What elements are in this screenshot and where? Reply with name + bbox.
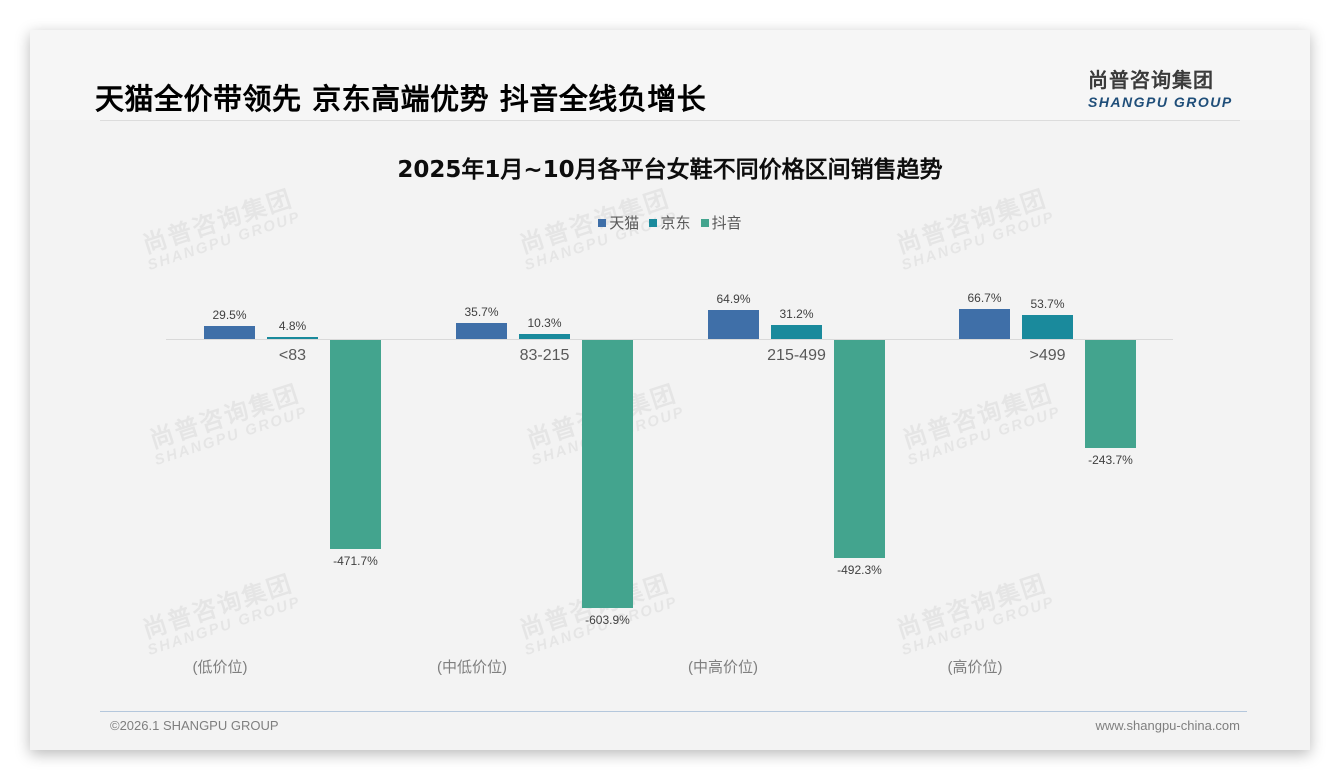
data-label: 64.9% [716, 292, 751, 307]
bar-douyin [1085, 340, 1136, 449]
bar-jd [267, 336, 318, 339]
data-label: -471.7% [333, 554, 378, 569]
bar-douyin [330, 340, 381, 550]
chart-plot-area: 29.5% 4.8% -471.7% <83 (低价位) 35.7% 10.3% -603.9… [30, 30, 1310, 750]
bar-douyin [834, 340, 885, 559]
bar-tmall [456, 323, 507, 339]
data-label: 29.5% [212, 307, 247, 322]
legend-label: 天猫 [609, 215, 640, 232]
data-label: 66.7% [967, 291, 1002, 306]
header-divider [100, 120, 1240, 121]
bar-tmall [959, 309, 1010, 339]
bar-tmall [708, 310, 759, 339]
legend-swatch-icon [700, 219, 709, 227]
data-label: -492.3% [837, 563, 882, 578]
price-tier-label: (低价位) [192, 659, 248, 676]
footer-copyright: ©2026.1 SHANGPU GROUP [110, 718, 279, 733]
footer-website: www.shangpu-china.com [1095, 718, 1240, 733]
price-tier-label: (高价位) [947, 659, 1003, 676]
chart-legend: 天猫 京东 抖音 [30, 212, 1310, 233]
chart-title: 2025年1月~10月各平台女鞋不同价格区间销售趋势 [397, 157, 943, 183]
legend-item-jd: 京东 [649, 212, 691, 233]
bar-douyin [582, 340, 633, 608]
bar-tmall [204, 325, 255, 339]
legend-label: 抖音 [711, 215, 742, 232]
bar-jd [519, 334, 570, 339]
footer-divider [100, 711, 1247, 712]
data-label: 53.7% [1030, 297, 1065, 312]
logo-en-text: SHANGPU GROUP [1088, 94, 1233, 110]
price-tier-label: (中高价位) [688, 659, 758, 676]
category-label: <83 [278, 347, 307, 364]
data-label: 10.3% [527, 316, 562, 331]
data-label: 35.7% [464, 305, 499, 320]
legend-swatch-icon [649, 219, 658, 227]
legend-swatch-icon [598, 219, 607, 227]
header-band [30, 30, 1310, 120]
data-label: 31.2% [779, 307, 814, 322]
data-label: 4.8% [278, 318, 307, 333]
bar-jd [771, 325, 822, 339]
legend-item-tmall: 天猫 [598, 212, 639, 233]
price-tier-label: (中低价位) [437, 659, 507, 676]
slide: 天猫全价带领先 京东高端优势 抖音全线负增长 尚普咨询集团 SHANGPU GR… [30, 30, 1310, 750]
bar-jd [1022, 315, 1073, 339]
category-label: >499 [1029, 347, 1066, 364]
category-label: 215-499 [767, 347, 826, 364]
data-label: -243.7% [1088, 453, 1133, 468]
company-logo: 尚普咨询集团 SHANGPU GROUP [1088, 64, 1248, 110]
page-headline: 天猫全价带领先 京东高端优势 抖音全线负增长 [95, 82, 707, 116]
legend-label: 京东 [660, 215, 691, 232]
logo-cn-text: 尚普咨询集团 [1088, 68, 1214, 92]
legend-item-douyin: 抖音 [700, 212, 742, 233]
category-label: 83-215 [519, 347, 570, 364]
data-label: -603.9% [585, 612, 630, 627]
zero-baseline [166, 339, 1173, 340]
